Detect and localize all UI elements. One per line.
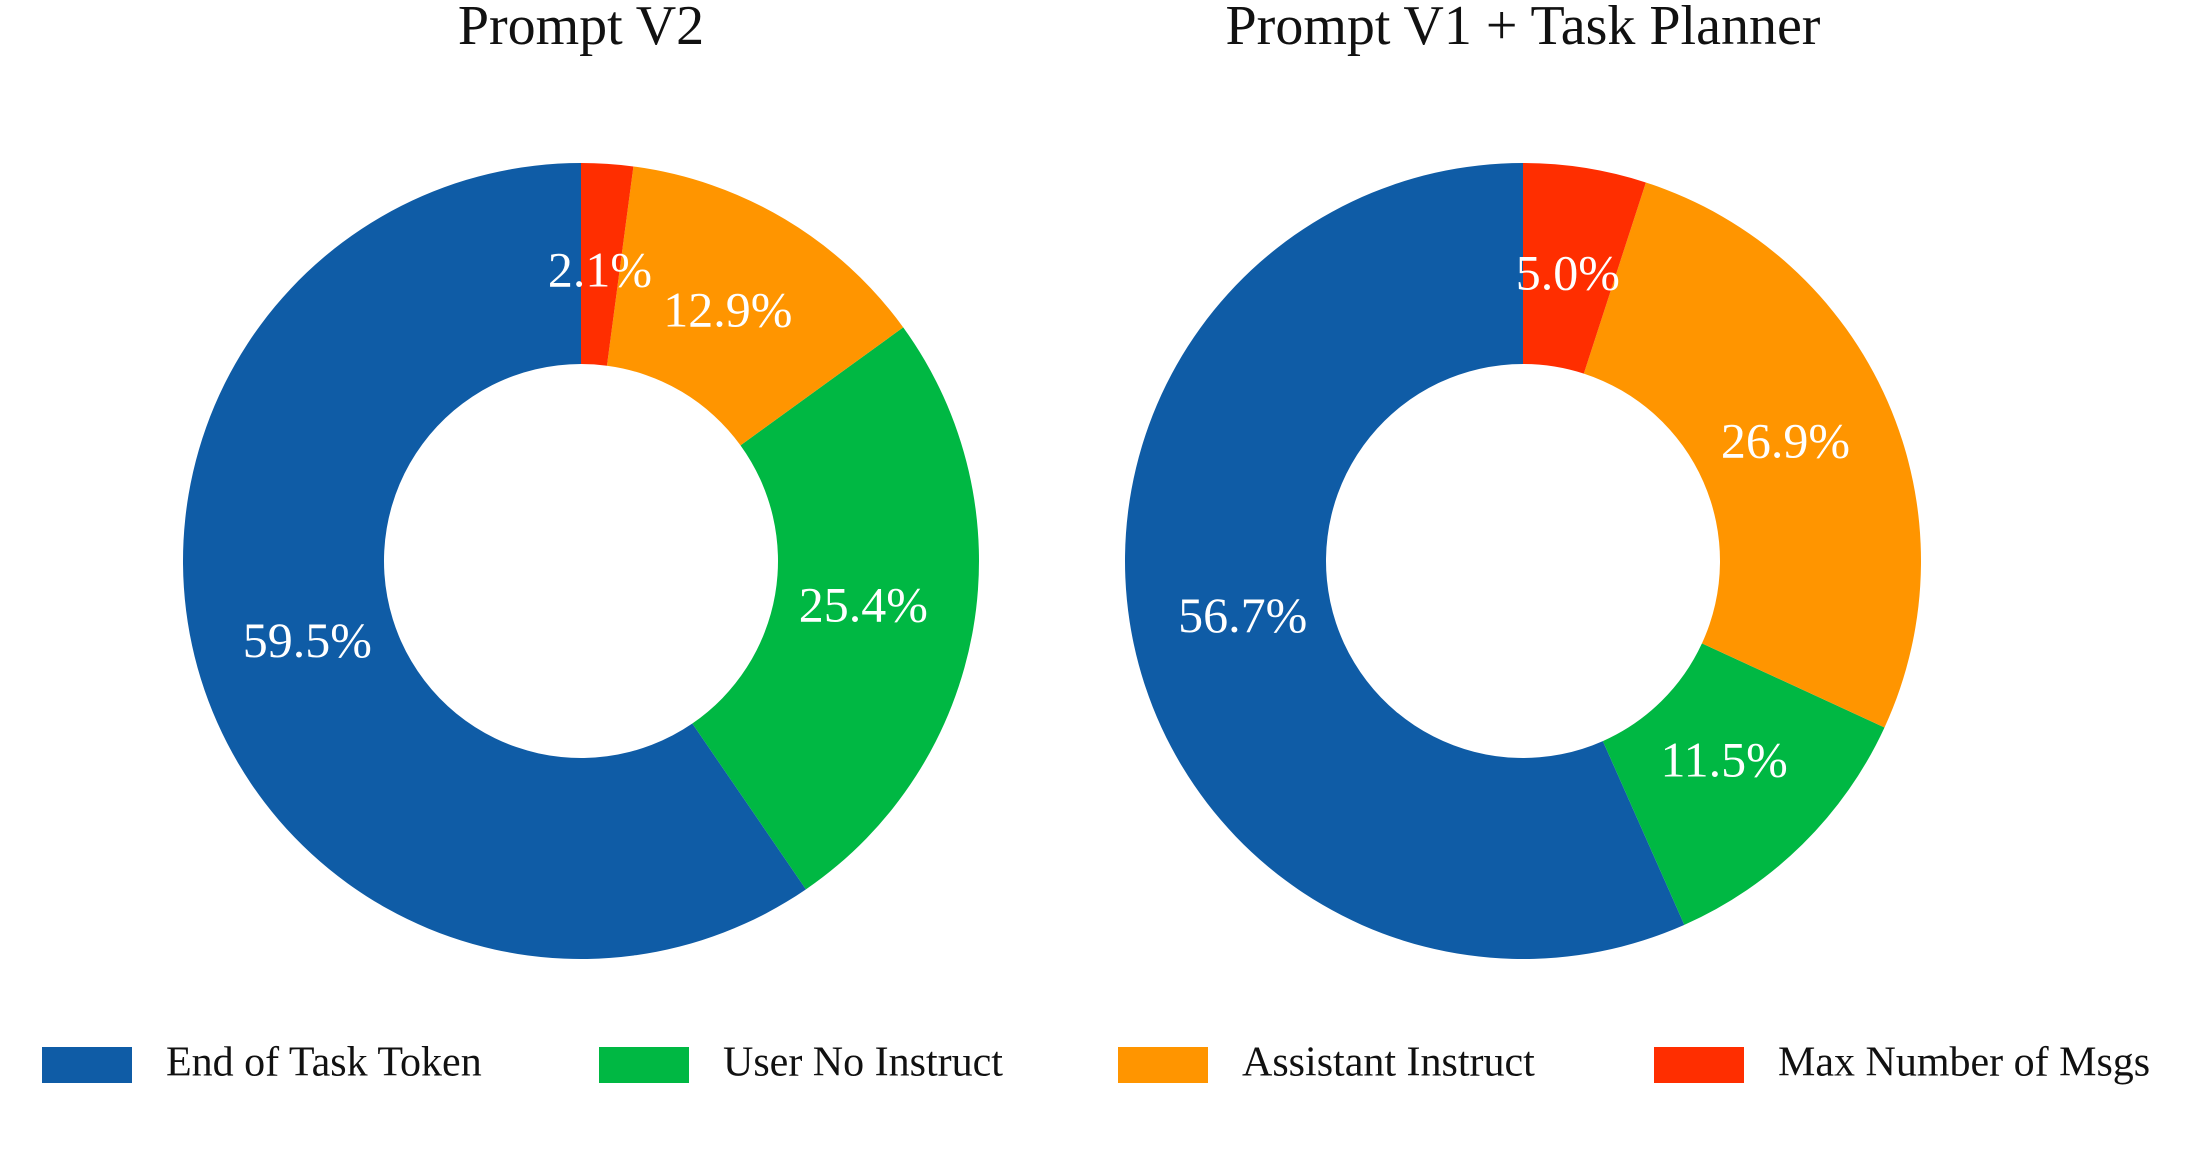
slice-label: 26.9% [1721, 413, 1850, 469]
slice-label: 59.5% [243, 612, 372, 668]
slice-label: 2.1% [548, 242, 652, 298]
legend-label: Assistant Instruct [1242, 1040, 1535, 1086]
legend-label: Max Number of Msgs [1778, 1040, 2150, 1086]
slice [1602, 643, 1885, 925]
legend-swatch [599, 1047, 689, 1083]
legend-swatch [42, 1047, 132, 1083]
chart-title: Prompt V2 [458, 0, 704, 57]
slice-label: 11.5% [1661, 732, 1788, 788]
slice [581, 163, 634, 366]
slice [692, 327, 980, 890]
slice-label: 5.0% [1516, 244, 1620, 300]
slice [183, 163, 806, 960]
legend-swatch [1654, 1047, 1744, 1083]
slice-label: 25.4% [799, 576, 928, 632]
legend-label: User No Instruct [723, 1040, 1003, 1086]
slice-label: 56.7% [1178, 587, 1307, 643]
slice [1125, 163, 1685, 960]
slice [1583, 182, 1921, 728]
slice-label: 12.9% [663, 281, 792, 337]
slice [606, 166, 904, 446]
legend-swatch [1118, 1047, 1208, 1083]
legend-label: End of Task Token [166, 1040, 482, 1086]
slice [1523, 163, 1646, 374]
chart-title: Prompt V1 + Task Planner [1226, 0, 1821, 57]
